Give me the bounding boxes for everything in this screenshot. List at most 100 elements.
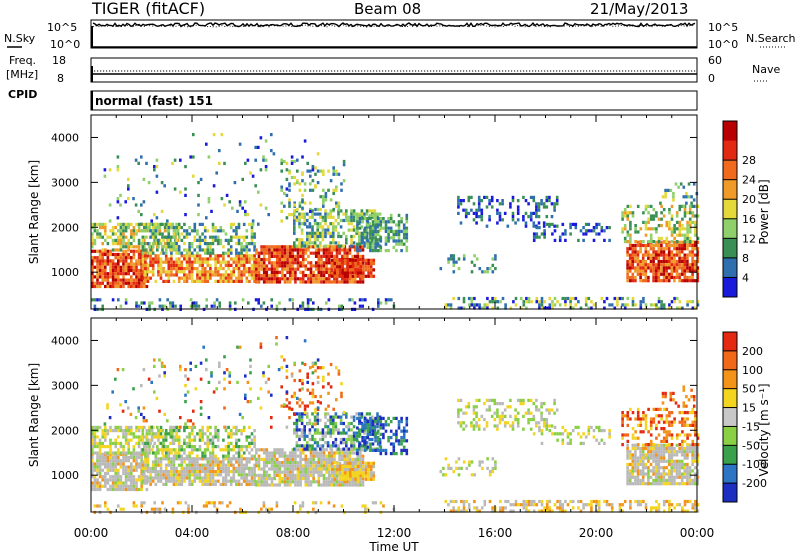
echo-cell: [346, 274, 350, 278]
echo-cell: [240, 245, 243, 249]
echo-cell: [145, 248, 149, 252]
echo-cell: [290, 213, 294, 217]
echo-cell: [301, 378, 304, 383]
echo-cell: [311, 434, 314, 438]
echo-cell: [634, 256, 637, 260]
echo-cell: [137, 222, 141, 226]
echo-cell: [338, 461, 342, 465]
echo-cell: [124, 441, 128, 445]
echo-cell: [96, 455, 99, 460]
echo-cell: [201, 438, 204, 442]
echo-cell: [395, 223, 398, 227]
echo-cell: [253, 435, 256, 439]
echo-cell: [211, 257, 215, 261]
echo-cell: [356, 464, 360, 469]
echo-cell: [216, 438, 220, 442]
echo-cell: [452, 254, 456, 258]
echo-cell: [167, 279, 171, 283]
echo-cell: [176, 238, 180, 242]
echo-cell: [316, 431, 319, 435]
echo-cell: [569, 222, 572, 226]
echo-cell: [673, 256, 676, 260]
echo-cell: [691, 266, 694, 270]
echo-cell: [677, 185, 680, 189]
echo-cell: [143, 481, 146, 485]
echo-cell: [312, 454, 315, 458]
echo-cell: [164, 257, 168, 261]
echo-cell: [130, 268, 133, 273]
echo-cell: [273, 248, 276, 252]
echo-cell: [294, 451, 297, 455]
echo-cell: [657, 300, 661, 304]
echo-cell: [363, 428, 366, 432]
echo-cell: [255, 461, 258, 465]
echo-cell: [127, 432, 130, 436]
echo-cell: [295, 218, 299, 223]
echo-cell: [351, 280, 354, 284]
echo-cell: [304, 477, 308, 481]
echo-cell: [369, 468, 373, 472]
echo-cell: [298, 225, 301, 229]
echo-cell: [334, 421, 338, 426]
echo-cell: [257, 473, 261, 477]
echo-cell: [373, 425, 377, 429]
echo-cell: [278, 461, 282, 465]
echo-cell: [338, 304, 341, 308]
echo-cell: [242, 445, 246, 449]
freq-tick-top: 18: [52, 54, 66, 67]
echo-cell: [157, 270, 160, 274]
echo-cell: [203, 451, 207, 455]
echo-cell: [214, 270, 217, 274]
echo-cell: [222, 273, 225, 277]
echo-cell: [216, 457, 220, 461]
echo-cell: [662, 275, 666, 280]
echo-cell: [240, 476, 243, 480]
echo-cell: [177, 438, 181, 442]
echo-cell: [245, 248, 249, 252]
echo-cell: [255, 274, 258, 278]
echo-cell: [145, 435, 149, 439]
echo-cell: [143, 284, 146, 289]
echo-cell: [545, 205, 549, 209]
echo-cell: [104, 484, 107, 488]
echo-cell: [280, 366, 283, 370]
echo-cell: [621, 214, 624, 218]
echo-cell: [343, 474, 347, 478]
echo-cell: [291, 461, 295, 465]
echo-cell: [322, 195, 325, 199]
echo-cell: [124, 265, 128, 269]
echo-cell: [155, 158, 159, 162]
echo-cell: [402, 233, 406, 237]
echo-cell: [172, 476, 176, 480]
echo-cell: [229, 435, 233, 439]
echo-cell: [298, 418, 301, 422]
echo-cell: [644, 224, 648, 228]
echo-cell: [348, 451, 352, 455]
echo-cell: [326, 228, 330, 232]
echo-cell: [111, 278, 115, 282]
echo-cell: [603, 229, 606, 233]
echo-cell: [346, 448, 349, 452]
echo-cell: [306, 434, 309, 438]
echo-cell: [242, 222, 246, 226]
echo-cell: [621, 227, 624, 231]
echo-cell: [135, 481, 138, 485]
echo-cell: [688, 250, 692, 254]
echo-cell: [159, 222, 163, 226]
echo-cell: [220, 197, 224, 201]
echo-cell: [257, 301, 260, 305]
echo-cell: [114, 455, 117, 460]
echo-cell: [654, 240, 658, 244]
echo-cell: [132, 435, 136, 439]
echo-cell: [179, 190, 182, 194]
echo-cell: [209, 454, 212, 458]
echo-cell: [262, 158, 265, 162]
echo-cell: [171, 432, 175, 436]
echo-cell: [237, 257, 241, 261]
echo-cell: [161, 222, 164, 226]
echo-cell: [319, 241, 322, 245]
echo-cell: [336, 461, 339, 465]
echo-cell: [175, 432, 178, 436]
echo-cell: [358, 249, 362, 253]
echo-cell: [222, 276, 225, 280]
